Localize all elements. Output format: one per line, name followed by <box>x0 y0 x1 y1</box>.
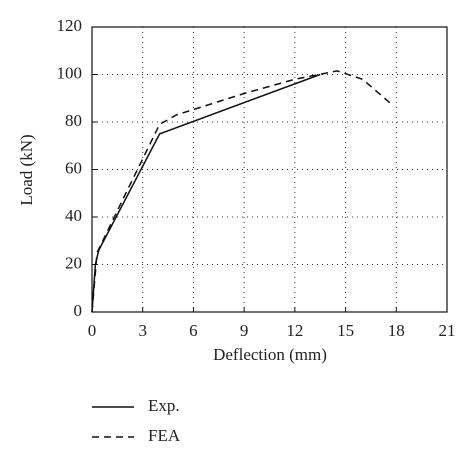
y-tick-label: 20 <box>65 253 82 272</box>
x-tick-label: 6 <box>189 321 198 340</box>
plot-frame <box>91 26 448 313</box>
x-tick-label: 0 <box>88 321 97 340</box>
y-tick-label: 100 <box>57 63 83 82</box>
y-tick-label: 80 <box>65 111 82 130</box>
y-axis-label: Load (kN) <box>17 134 36 205</box>
y-tick-label: 0 <box>74 301 83 320</box>
y-tick-label: 60 <box>65 158 82 177</box>
legend-label: FEA <box>148 426 181 445</box>
x-tick-label: 3 <box>138 321 147 340</box>
x-tick-label: 12 <box>286 321 303 340</box>
y-tick-label: 120 <box>57 16 83 35</box>
x-tick-label: 21 <box>439 321 456 340</box>
y-tick-label: 40 <box>65 206 82 225</box>
x-axis-label: Deflection (mm) <box>213 345 327 364</box>
x-tick-label: 18 <box>388 321 405 340</box>
x-tick-label: 9 <box>240 321 249 340</box>
x-tick-label: 15 <box>337 321 354 340</box>
legend-label: Exp. <box>148 396 180 415</box>
data-line <box>91 70 394 313</box>
